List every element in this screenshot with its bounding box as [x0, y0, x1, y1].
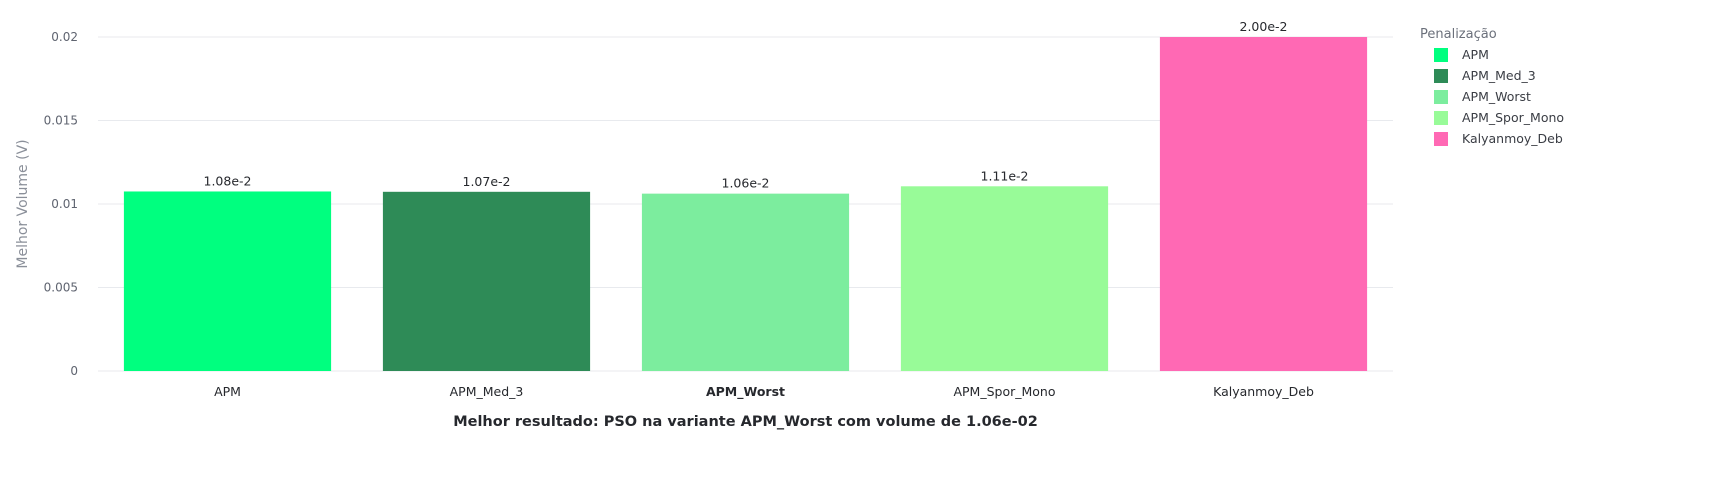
- legend-title: Penalização: [1420, 27, 1497, 42]
- data-label: 2.00e-2: [1240, 19, 1288, 34]
- y-tick-label: 0.02: [51, 30, 78, 44]
- x-tick-label: APM_Med_3: [450, 384, 524, 399]
- legend-label: APM_Spor_Mono: [1462, 110, 1564, 125]
- legend-item: Kalyanmoy_Deb: [1434, 131, 1563, 146]
- legend-item: APM: [1434, 47, 1489, 62]
- x-tick-label: APM: [214, 384, 241, 399]
- y-axis-label: Melhor Volume (V): [15, 139, 31, 268]
- data-label: 1.06e-2: [722, 176, 770, 191]
- legend-item: APM_Worst: [1434, 89, 1531, 104]
- legend-swatch: [1434, 69, 1448, 83]
- legend-label: APM: [1462, 47, 1489, 62]
- y-tick-label: 0.015: [44, 114, 78, 128]
- y-tick-label: 0.01: [51, 197, 78, 211]
- legend: Penalização APM APM_Med_3 APM_Worst APM_Spo…: [1420, 27, 1564, 146]
- y-axis-ticks: 0 0.005 0.01 0.015 0.02: [44, 30, 78, 378]
- legend-swatch: [1434, 111, 1448, 125]
- legend-swatch: [1434, 132, 1448, 146]
- bar: [900, 186, 1109, 371]
- x-axis-categories: APM APM_Med_3 APM_Worst APM_Spor_Mono Kalyan…: [214, 384, 1314, 400]
- legend-label: Kalyanmoy_Deb: [1462, 131, 1563, 146]
- y-tick-label: 0.005: [44, 281, 78, 295]
- legend-swatch: [1434, 90, 1448, 104]
- legend-label: APM_Med_3: [1462, 68, 1536, 83]
- data-label: 1.07e-2: [463, 174, 511, 189]
- data-labels: 1.08e-2 1.07e-2 1.06e-2 1.11e-2 2.00e-2: [204, 19, 1288, 191]
- bar: [641, 193, 850, 371]
- bar: [123, 191, 332, 371]
- x-tick-label: APM_Spor_Mono: [953, 384, 1055, 399]
- y-tick-label: 0: [70, 364, 78, 378]
- x-tick-label: APM_Worst: [706, 384, 785, 400]
- legend-item: APM_Med_3: [1434, 68, 1536, 83]
- legend-swatch: [1434, 48, 1448, 62]
- bar: [382, 191, 591, 371]
- data-label: 1.11e-2: [981, 168, 1029, 183]
- bar: [1159, 37, 1368, 371]
- x-axis-label: Melhor resultado: PSO na variante APM_Wo…: [453, 414, 1038, 430]
- legend-item: APM_Spor_Mono: [1434, 110, 1564, 125]
- legend-label: APM_Worst: [1462, 89, 1531, 104]
- data-label: 1.08e-2: [204, 173, 252, 188]
- bars: [123, 37, 1368, 371]
- x-tick-label: Kalyanmoy_Deb: [1213, 384, 1314, 399]
